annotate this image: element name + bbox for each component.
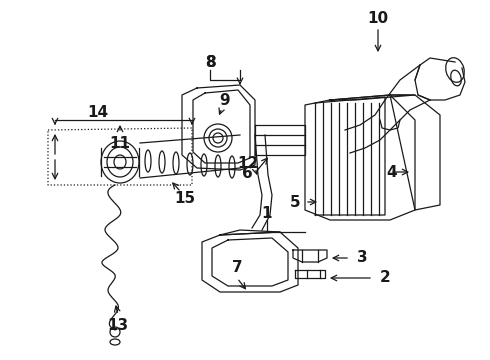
Text: 5: 5	[290, 194, 300, 210]
Text: 13: 13	[107, 318, 128, 333]
Text: 2: 2	[380, 270, 391, 285]
Text: 14: 14	[87, 104, 109, 120]
Text: 9: 9	[220, 93, 230, 108]
Text: 1: 1	[262, 206, 272, 220]
Text: 15: 15	[174, 190, 196, 206]
Text: 10: 10	[368, 10, 389, 26]
Text: 6: 6	[242, 166, 252, 180]
Text: 8: 8	[205, 54, 215, 69]
Text: 3: 3	[357, 251, 368, 266]
Text: 11: 11	[109, 135, 130, 150]
Text: 12: 12	[237, 156, 259, 171]
Text: 4: 4	[387, 165, 397, 180]
Text: 7: 7	[232, 261, 243, 275]
Text: 8: 8	[205, 54, 215, 69]
